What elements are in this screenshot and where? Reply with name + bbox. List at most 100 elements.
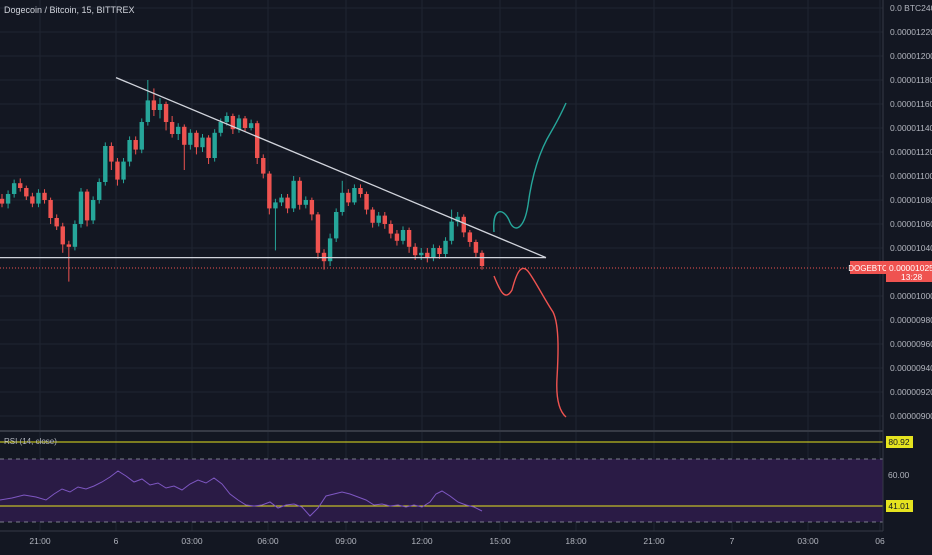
candle-body	[24, 188, 29, 197]
candle-body	[419, 252, 424, 256]
candle-body	[267, 173, 272, 209]
candle-body	[54, 218, 59, 227]
price-tick-label: 0.00001180	[890, 75, 932, 85]
candle-body	[157, 104, 163, 110]
candle-body	[42, 192, 47, 200]
candle-body	[443, 240, 448, 254]
candle-body	[297, 180, 302, 205]
candle-body	[78, 191, 84, 224]
price-tick-label: 0.00001200	[890, 51, 932, 61]
rsi-high-tag	[886, 436, 913, 448]
candle-body	[248, 123, 254, 128]
candle-body	[315, 214, 321, 253]
rsi-line	[0, 470, 483, 517]
price-tick-label: 0.00001140	[890, 123, 932, 133]
symbol-tag-label: DOGEBTC	[848, 264, 888, 273]
candle-body	[218, 122, 223, 133]
candlestick-series	[0, 80, 485, 282]
bearish-projection-path[interactable]	[493, 267, 567, 418]
price-tick-label: 0.00001100	[890, 171, 932, 181]
price-tick-label: 0.00000900	[890, 411, 932, 421]
price-tick-label: 0.00000960	[890, 339, 932, 349]
price-tick-label: 0.00001000	[890, 291, 932, 301]
candle-body	[273, 202, 278, 209]
price-tick-label: 0.0 BTC240	[890, 3, 932, 13]
time-tick-label: 18:00	[565, 536, 587, 546]
time-axis[interactable]	[0, 531, 932, 550]
candle-body	[364, 194, 369, 210]
rsi-indicator-label[interactable]: RSI (14, close)	[4, 437, 57, 446]
price-tick-label: 0.00000940	[890, 363, 932, 373]
time-tick-label: 06	[875, 536, 885, 546]
candle-body	[66, 244, 72, 247]
candle-body	[370, 209, 375, 223]
candle-body	[60, 226, 65, 245]
rsi-high-tag-label: 80.92	[888, 437, 910, 447]
candle-body	[376, 215, 381, 223]
candle-body	[382, 215, 387, 224]
candle-body	[412, 246, 418, 256]
candle-body	[194, 132, 199, 148]
candle-body	[145, 100, 151, 122]
candle-body	[449, 221, 454, 241]
candle-body	[121, 161, 126, 180]
candle-body	[437, 248, 442, 254]
candle-body	[291, 180, 296, 209]
candle-body	[206, 137, 211, 158]
candle-body	[90, 200, 96, 221]
candle-body	[188, 132, 193, 145]
candle-body	[285, 197, 290, 209]
candle-body	[479, 252, 485, 266]
candle-body	[406, 230, 412, 247]
symbol-tag	[850, 261, 886, 274]
candle-body	[394, 233, 400, 241]
time-tick-label: 06:00	[257, 536, 279, 546]
candle-body	[133, 140, 138, 150]
candle-body	[461, 216, 466, 233]
time-tick-label: 09:00	[335, 536, 357, 546]
symbol-title[interactable]: Dogecoin / Bitcoin, 15, BITTREX	[4, 5, 135, 15]
candle-body	[261, 158, 266, 174]
rsi-low-tag-label: 41.01	[888, 501, 910, 511]
price-tick-label: 0.00001040	[890, 243, 932, 253]
candle-body	[30, 196, 35, 204]
candle-body	[388, 224, 394, 234]
candle-body	[455, 216, 460, 222]
time-axis-labels: 21:00 6 03:00 06:00 09:00 12:00 15:00 18:00 21:0…	[29, 536, 885, 546]
candle-body	[242, 118, 248, 128]
bar-countdown: 13:28	[901, 272, 923, 282]
candle-body	[0, 198, 5, 204]
candle-body	[169, 122, 175, 134]
candle-body	[115, 161, 120, 180]
candle-body	[84, 191, 90, 221]
candle-body	[333, 212, 339, 239]
candle-body	[346, 192, 351, 203]
candle-body	[340, 192, 345, 212]
candle-body	[352, 188, 357, 203]
time-tick-label: 6	[114, 536, 119, 546]
candle-body	[358, 188, 363, 194]
candle-body	[127, 140, 132, 162]
rsi-mid-label: 60.00	[888, 470, 910, 480]
candle-body	[230, 116, 236, 130]
triangle-upper-trendline[interactable]	[115, 77, 547, 259]
candle-body	[151, 100, 157, 110]
candle-body	[72, 224, 78, 247]
time-tick-label: 21:00	[643, 536, 665, 546]
candle-body	[139, 122, 144, 150]
bullish-projection-path[interactable]	[493, 102, 567, 233]
candle-body	[467, 232, 473, 242]
candle-body	[473, 242, 479, 253]
price-tick-label: 0.00000980	[890, 315, 932, 325]
candle-body	[182, 126, 187, 145]
price-tick-label: 0.00001120	[890, 147, 932, 157]
candle-body	[425, 252, 430, 258]
time-tick-label: 15:00	[489, 536, 511, 546]
rsi-low-tag	[886, 500, 913, 512]
price-tick-label: 0.00001160	[890, 99, 932, 109]
candle-body	[212, 132, 217, 158]
candle-body	[36, 192, 41, 204]
